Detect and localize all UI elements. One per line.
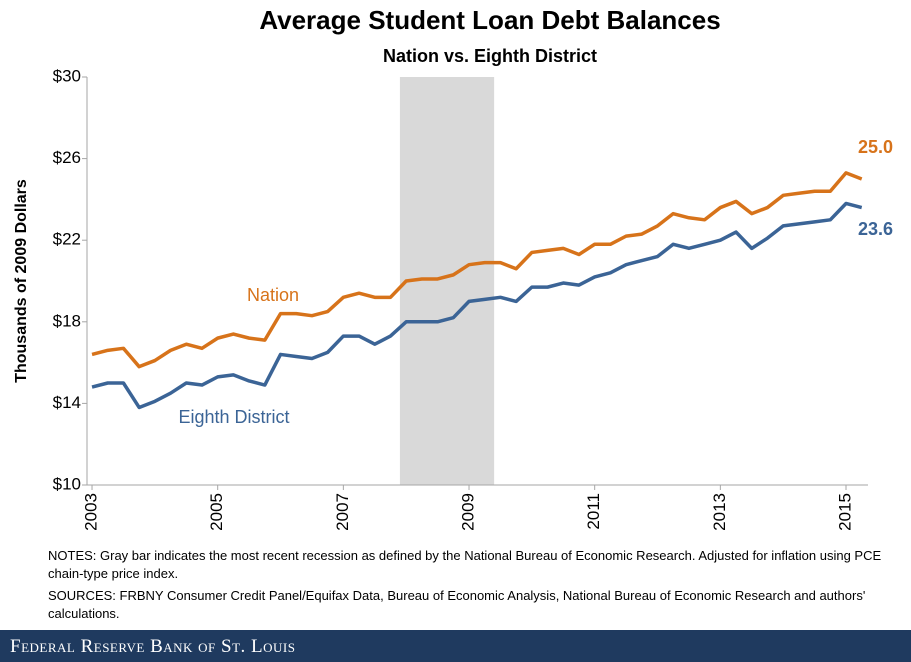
value-label: 23.6: [858, 219, 893, 239]
x-tick-label: 2007: [333, 493, 352, 531]
series-line: [91, 171, 863, 369]
footer-bar: Federal Reserve Bank of St. Louis: [0, 630, 911, 662]
sources: SOURCES: FRBNY Consumer Credit Panel/Equ…: [48, 588, 866, 621]
x-tick-label: 2011: [584, 493, 603, 530]
series-label: Eighth District: [178, 407, 289, 427]
y-tick-label: $14: [53, 393, 81, 412]
x-tick-label: 2015: [835, 493, 854, 531]
chart-subtitle: Nation vs. Eighth District: [383, 46, 597, 66]
x-tick-label: 2003: [82, 493, 101, 531]
chart: Average Student Loan Debt Balances Natio…: [13, 5, 893, 531]
footer-text: Federal Reserve Bank of St. Louis: [10, 636, 296, 657]
x-tick-label: 2013: [710, 493, 729, 531]
y-tick-label: $26: [53, 148, 81, 167]
x-tick-label: 2009: [459, 493, 478, 531]
chart-title: Average Student Loan Debt Balances: [259, 5, 720, 35]
y-axis-label: Thousands of 2009 Dollars: [13, 179, 30, 383]
notes: NOTES: Gray bar indicates the most recen…: [48, 548, 882, 581]
x-tick-label: 2005: [207, 493, 226, 531]
y-tick-label: $22: [53, 230, 81, 249]
y-tick-label: $30: [53, 66, 81, 85]
y-tick-label: $18: [53, 311, 81, 330]
series-label: Nation: [247, 285, 299, 305]
value-label: 25.0: [858, 137, 893, 157]
y-tick-label: $10: [53, 474, 81, 493]
series-line: [91, 201, 863, 410]
